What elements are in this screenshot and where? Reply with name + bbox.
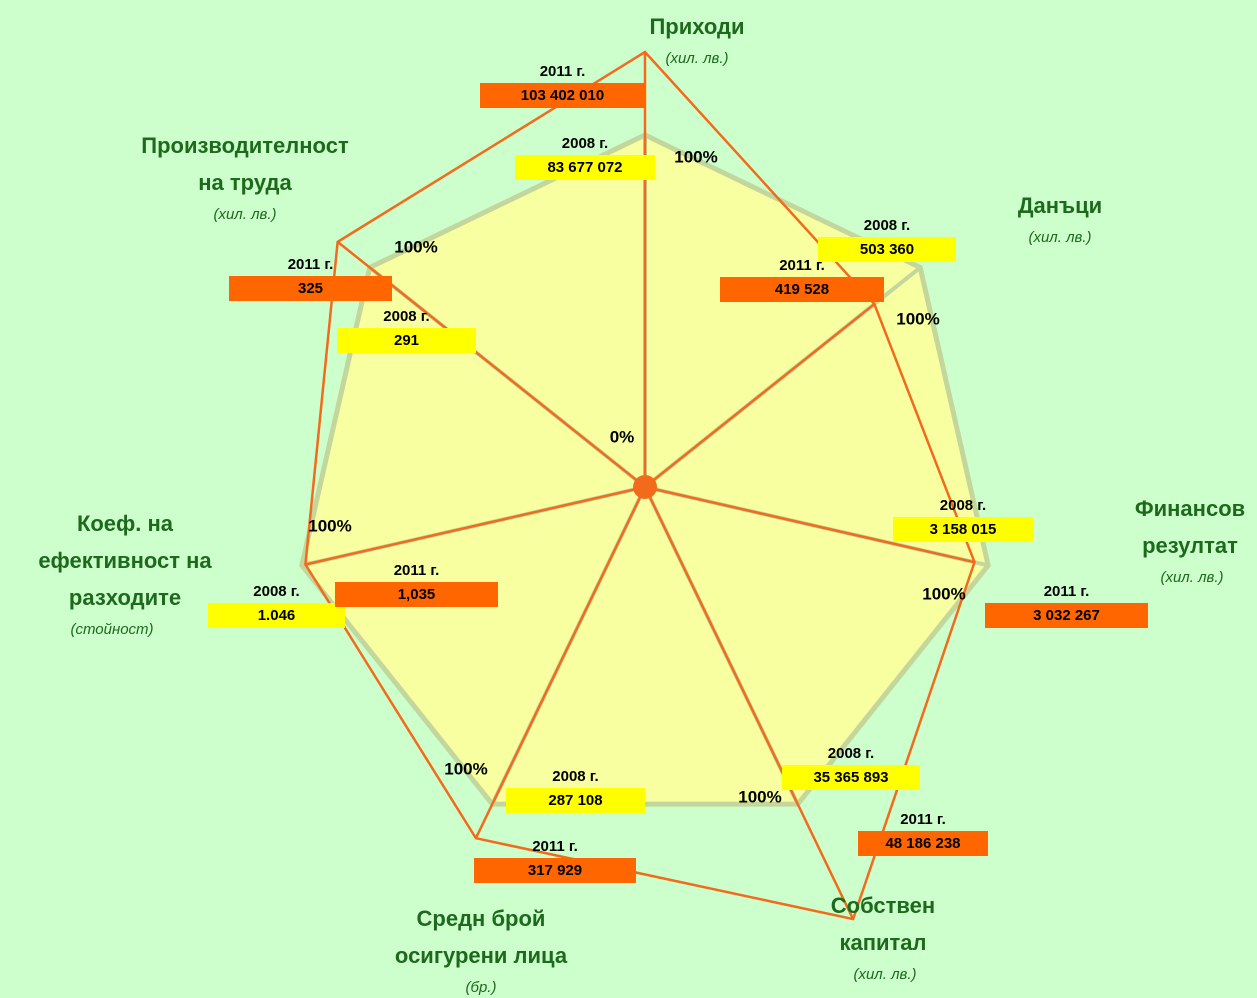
series-label: 2008 г. xyxy=(383,308,429,325)
spoke xyxy=(474,486,647,839)
value-label: 419 528 xyxy=(775,281,829,298)
value-box xyxy=(818,237,956,262)
value-label: 103 402 010 xyxy=(521,87,604,104)
value-box xyxy=(335,582,498,607)
category-label: ефективност на xyxy=(38,548,212,573)
value-label: 35 365 893 xyxy=(813,769,888,786)
category-label: осигурени лица xyxy=(395,943,568,968)
value-box xyxy=(893,517,1033,542)
tick-label: 100% xyxy=(308,516,351,535)
series-label: 2008 г. xyxy=(253,583,299,600)
category-unit: (хил. лв.) xyxy=(853,966,916,983)
series-label: 2011 г. xyxy=(900,811,946,828)
category-label: Финансов xyxy=(1135,496,1245,521)
category-label: Собствен xyxy=(831,893,935,918)
category-label: резултат xyxy=(1142,533,1238,558)
category-label: Данъци xyxy=(1018,193,1102,218)
value-label: 3 032 267 xyxy=(1033,607,1100,624)
spoke xyxy=(644,485,975,564)
category-label: разходите xyxy=(69,585,181,610)
value-label: 83 677 072 xyxy=(547,159,622,176)
value-label: 325 xyxy=(298,280,323,297)
tick-label: 0% xyxy=(610,427,635,446)
series-label: 2008 г. xyxy=(940,497,986,514)
series-label: 2011 г. xyxy=(288,256,334,273)
value-label: 287 108 xyxy=(548,792,602,809)
value-box xyxy=(208,603,345,628)
value-label: 3 158 015 xyxy=(930,521,997,538)
value-label: 317 929 xyxy=(528,862,582,879)
category-unit: (хил. лв.) xyxy=(1028,229,1091,246)
tick-label: 100% xyxy=(896,309,939,328)
tick-label: 100% xyxy=(922,584,965,603)
category-unit: (бр.) xyxy=(466,979,497,996)
value-box xyxy=(337,328,476,353)
series-label: 2011 г. xyxy=(532,838,578,855)
value-box xyxy=(985,603,1148,628)
center-dot xyxy=(633,475,657,499)
category-label: Приходи xyxy=(649,14,744,39)
value-box xyxy=(480,83,645,108)
series-label: 2008 г. xyxy=(562,135,608,152)
value-box xyxy=(515,155,655,180)
category-unit: (хил. лв.) xyxy=(665,50,728,67)
series-label: 2008 г. xyxy=(828,745,874,762)
series-label: 2011 г. xyxy=(1044,583,1090,600)
category-unit: (стойност) xyxy=(70,621,153,638)
value-box xyxy=(782,765,920,790)
series-label: 2008 г. xyxy=(552,768,598,785)
category-label: Коеф. на xyxy=(77,511,174,536)
tick-label: 100% xyxy=(394,237,437,256)
value-label: 503 360 xyxy=(860,241,914,258)
series-label: 2011 г. xyxy=(540,63,586,80)
series-label: 2011 г. xyxy=(394,562,440,579)
spoke xyxy=(643,486,855,920)
category-unit: (хил. лв.) xyxy=(213,206,276,223)
category-label: Производителност xyxy=(141,133,349,158)
value-box xyxy=(474,858,636,883)
value-box xyxy=(720,277,884,302)
series-label: 2011 г. xyxy=(779,257,825,274)
series-label: 2008 г. xyxy=(864,217,910,234)
tick-label: 100% xyxy=(444,759,487,778)
value-box xyxy=(229,276,392,301)
spoke xyxy=(644,303,876,488)
category-unit: (хил. лв.) xyxy=(1160,569,1223,586)
category-label: капитал xyxy=(839,930,926,955)
value-box xyxy=(506,788,645,813)
category-label: Средн брой xyxy=(417,906,546,931)
spoke xyxy=(305,485,646,566)
tick-label: 100% xyxy=(738,787,781,806)
value-box xyxy=(858,831,988,856)
value-label: 291 xyxy=(394,332,419,349)
category-label: на труда xyxy=(198,170,292,195)
value-label: 1.046 xyxy=(258,607,296,624)
tick-label: 100% xyxy=(674,147,717,166)
value-label: 1,035 xyxy=(398,586,436,603)
value-label: 48 186 238 xyxy=(885,835,960,852)
